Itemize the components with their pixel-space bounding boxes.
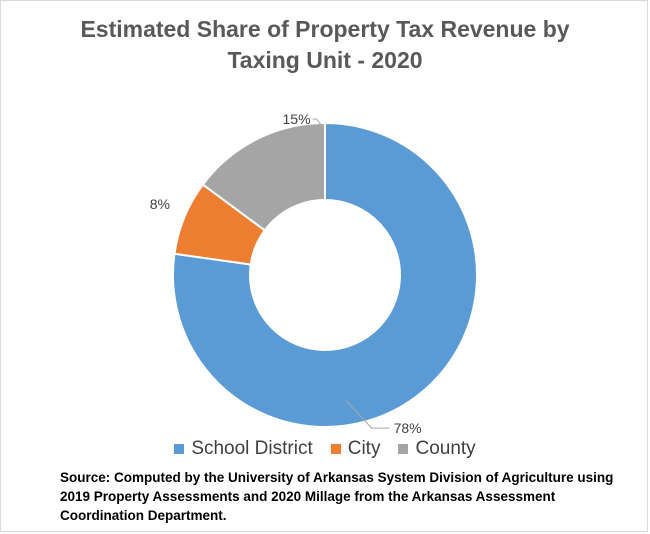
- source-line-3: Coordination Department.: [60, 508, 227, 523]
- legend-label-city: City: [347, 438, 381, 459]
- legend-label-county: County: [415, 438, 476, 459]
- legend-item-county: County: [398, 438, 476, 460]
- chart-title-line-1: Estimated Share of Property Tax Revenue …: [80, 16, 570, 42]
- legend-label-school-district: School District: [191, 438, 313, 459]
- legend-swatch-school-district: [174, 444, 185, 454]
- data-label-school-district: 78%: [394, 420, 422, 436]
- leader-line-school-district: [345, 399, 390, 429]
- chart-legend: School District City County: [0, 438, 650, 460]
- leader-line-county: [312, 118, 323, 128]
- data-label-city: 8%: [150, 196, 170, 212]
- slice-county: [201, 121, 326, 232]
- legend-item-school-district: School District: [174, 438, 313, 460]
- chart-title: Estimated Share of Property Tax Revenue …: [0, 14, 650, 76]
- source-line-2: 2019 Property Assessments and 2020 Milla…: [60, 489, 556, 504]
- source-line-1: Source: Computed by the University of Ar…: [60, 470, 614, 485]
- data-label-county: 15%: [283, 111, 311, 127]
- chart-title-line-2: Taxing Unit - 2020: [227, 47, 423, 73]
- legend-swatch-county: [398, 444, 409, 454]
- source-note: Source: Computed by the University of Ar…: [60, 468, 640, 525]
- legend-item-city: City: [330, 438, 381, 460]
- legend-swatch-city: [330, 444, 341, 454]
- slice-school-district: [172, 121, 478, 428]
